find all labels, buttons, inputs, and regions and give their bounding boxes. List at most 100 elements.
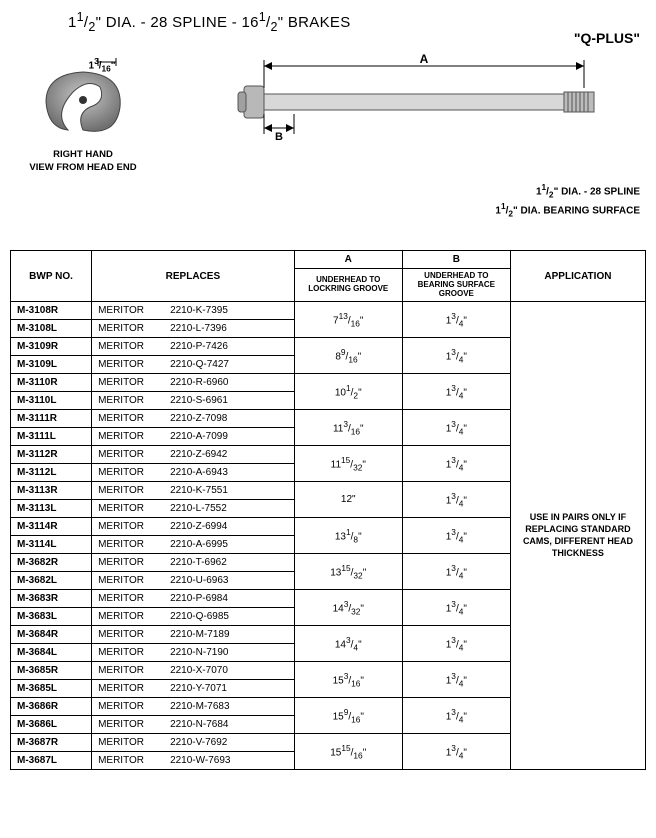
cell-replaces: MERITOR2210-S-6961 [92, 392, 295, 410]
cell-bwp: M-3685R [11, 662, 92, 680]
cell-bwp: M-3110L [11, 392, 92, 410]
cell-replaces: MERITOR2210-L-7396 [92, 320, 295, 338]
cell-replaces: MERITOR2210-A-6995 [92, 536, 295, 554]
cell-b: 13/4" [402, 446, 510, 482]
cell-bwp: M-3687L [11, 752, 92, 770]
cell-a: 101/2" [294, 374, 402, 410]
cell-replaces: MERITOR2210-N-7684 [92, 716, 295, 734]
page-title: 11/2" DIA. - 28 SPLINE - 161/2" BRAKES [68, 10, 648, 34]
cell-bwp: M-3682R [11, 554, 92, 572]
hdr-bwp: BWP NO. [11, 250, 92, 301]
hdr-b: B [402, 250, 510, 268]
cam-caption: RIGHT HAND VIEW FROM HEAD END [8, 149, 158, 174]
cell-replaces: MERITOR2210-Z-7098 [92, 410, 295, 428]
cell-application: USE IN PAIRS ONLY IF REPLACING STANDARD … [510, 302, 645, 770]
cell-replaces: MERITOR2210-Q-6985 [92, 608, 295, 626]
cell-bwp: M-3684L [11, 644, 92, 662]
cell-bwp: M-3112L [11, 464, 92, 482]
cell-bwp: M-3685L [11, 680, 92, 698]
cell-a: 131/8" [294, 518, 402, 554]
cell-bwp: M-3684R [11, 626, 92, 644]
cell-bwp: M-3113L [11, 500, 92, 518]
hdr-app: APPLICATION [510, 250, 645, 301]
cell-b: 13/4" [402, 302, 510, 338]
table-body: M-3108RMERITOR2210-K-7395713/16"13/4"USE… [11, 302, 646, 770]
cell-b: 13/4" [402, 554, 510, 590]
shaft-icon: A B [228, 52, 608, 142]
cell-a: 713/16" [294, 302, 402, 338]
cell-replaces: MERITOR2210-T-6962 [92, 554, 295, 572]
cell-replaces: MERITOR2210-Z-6942 [92, 446, 295, 464]
cell-a: 89/16" [294, 338, 402, 374]
dim-a-label: A [420, 52, 429, 66]
cell-b: 13/4" [402, 698, 510, 734]
cell-bwp: M-3109R [11, 338, 92, 356]
shaft-note-1: 11/2" DIA. - 28 SPLINE [188, 182, 640, 201]
cell-a: 143/32" [294, 590, 402, 626]
figure-row: 13/16" RIGHT HAND VIEW FROM HEAD END A [8, 52, 648, 220]
cell-bwp: M-3114L [11, 536, 92, 554]
cell-replaces: MERITOR2210-Y-7071 [92, 680, 295, 698]
cell-bwp: M-3109L [11, 356, 92, 374]
shaft-figure: A B 11/2" DIA. - 28 SPLINE [188, 52, 648, 220]
cell-replaces: MERITOR2210-K-7551 [92, 482, 295, 500]
cell-bwp: M-3683R [11, 590, 92, 608]
cell-bwp: M-3108R [11, 302, 92, 320]
cell-bwp: M-3110R [11, 374, 92, 392]
dim-b-label: B [275, 131, 283, 142]
cell-replaces: MERITOR2210-X-7070 [92, 662, 295, 680]
cell-bwp: M-3113R [11, 482, 92, 500]
cell-b: 13/4" [402, 626, 510, 662]
cell-replaces: MERITOR2210-K-7395 [92, 302, 295, 320]
parts-table: BWP NO. REPLACES A B APPLICATION UNDERHE… [10, 250, 646, 770]
cell-bwp: M-3683L [11, 608, 92, 626]
cell-replaces: MERITOR2210-P-6984 [92, 590, 295, 608]
cell-a: 113/16" [294, 410, 402, 446]
cam-figure: 13/16" RIGHT HAND VIEW FROM HEAD END [8, 52, 158, 174]
cell-b: 13/4" [402, 338, 510, 374]
cell-bwp: M-3111R [11, 410, 92, 428]
cell-replaces: MERITOR2210-A-6943 [92, 464, 295, 482]
cell-bwp: M-3687R [11, 734, 92, 752]
cell-bwp: M-3108L [11, 320, 92, 338]
cell-bwp: M-3682L [11, 572, 92, 590]
cell-b: 13/4" [402, 734, 510, 770]
cell-a: 159/16" [294, 698, 402, 734]
cell-replaces: MERITOR2210-Z-6994 [92, 518, 295, 536]
cell-bwp: M-3112R [11, 446, 92, 464]
hdr-a-sub: UNDERHEAD TO LOCKRING GROOVE [294, 268, 402, 301]
brand-label: "Q-PLUS" [574, 30, 640, 46]
cell-a: 1315/32" [294, 554, 402, 590]
cell-a: 12" [294, 482, 402, 518]
cell-b: 13/4" [402, 518, 510, 554]
cell-replaces: MERITOR2210-U-6963 [92, 572, 295, 590]
cell-replaces: MERITOR2210-L-7552 [92, 500, 295, 518]
cell-replaces: MERITOR2210-N-7190 [92, 644, 295, 662]
hdr-a: A [294, 250, 402, 268]
cell-replaces: MERITOR2210-M-7683 [92, 698, 295, 716]
table-row: M-3108RMERITOR2210-K-7395713/16"13/4"USE… [11, 302, 646, 320]
cell-replaces: MERITOR2210-V-7692 [92, 734, 295, 752]
cell-bwp: M-3686L [11, 716, 92, 734]
cell-b: 13/4" [402, 590, 510, 626]
cell-replaces: MERITOR2210-Q-7427 [92, 356, 295, 374]
cell-b: 13/4" [402, 374, 510, 410]
cell-b: 13/4" [402, 410, 510, 446]
cam-dimension: 13/16" [82, 56, 122, 73]
hdr-b-sub: UNDERHEAD TO BEARING SURFACE GROOVE [402, 268, 510, 301]
cell-b: 13/4" [402, 662, 510, 698]
cell-replaces: MERITOR2210-R-6960 [92, 374, 295, 392]
cell-b: 13/4" [402, 482, 510, 518]
cell-a: 143/4" [294, 626, 402, 662]
cell-a: 1115/32" [294, 446, 402, 482]
cell-replaces: MERITOR2210-W-7693 [92, 752, 295, 770]
cell-replaces: MERITOR2210-M-7189 [92, 626, 295, 644]
cell-a: 1515/16" [294, 734, 402, 770]
shaft-note-2: 11/2" DIA. BEARING SURFACE [188, 201, 640, 220]
cell-bwp: M-3111L [11, 428, 92, 446]
shaft-notes: 11/2" DIA. - 28 SPLINE 11/2" DIA. BEARIN… [188, 182, 648, 220]
hdr-replaces: REPLACES [92, 250, 295, 301]
cell-a: 153/16" [294, 662, 402, 698]
cell-bwp: M-3114R [11, 518, 92, 536]
cell-bwp: M-3686R [11, 698, 92, 716]
